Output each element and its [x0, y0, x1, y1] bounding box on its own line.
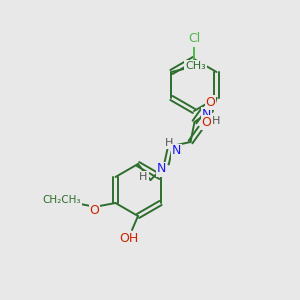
Text: O: O — [202, 116, 212, 128]
Text: CH₃: CH₃ — [185, 61, 206, 71]
Text: H: H — [165, 138, 174, 148]
Text: H: H — [139, 172, 148, 182]
Text: OH: OH — [119, 232, 139, 244]
Text: N: N — [157, 163, 166, 176]
Text: N: N — [172, 145, 181, 158]
Text: N: N — [202, 107, 211, 121]
Text: O: O — [206, 95, 215, 109]
Text: Cl: Cl — [188, 32, 200, 46]
Text: O: O — [89, 203, 99, 217]
Text: H: H — [212, 116, 221, 126]
Text: CH₂CH₃: CH₂CH₃ — [42, 195, 81, 205]
